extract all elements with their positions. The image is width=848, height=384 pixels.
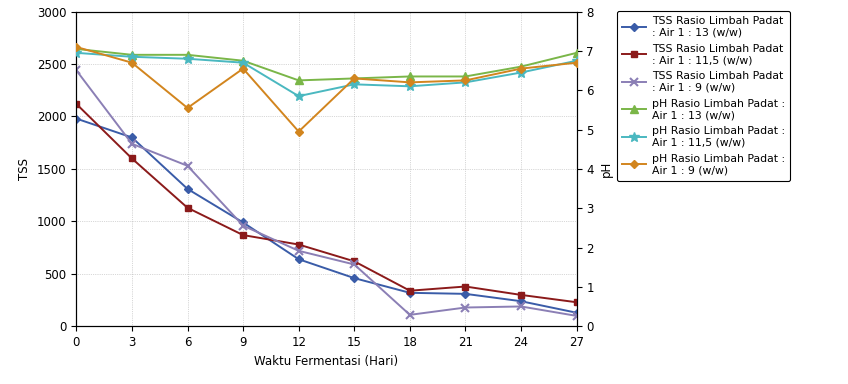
TSS Rasio Limbah Padat
: Air 1 : 11,5 (w/w): (9, 870): Air 1 : 11,5 (w/w): (9, 870): [238, 233, 248, 237]
TSS Rasio Limbah Padat
: Air 1 : 11,5 (w/w): (6, 1.13e+03): Air 1 : 11,5 (w/w): (6, 1.13e+03): [182, 205, 192, 210]
pH Rasio Limbah Padat :
Air 1 : 11,5 (w/w): (12, 5.85): 11,5 (w/w): (12, 5.85): [293, 94, 304, 98]
pH Rasio Limbah Padat :
Air 1 : 9 (w/w): (9, 6.55): 9 (w/w): (9, 6.55): [238, 66, 248, 71]
Line: TSS Rasio Limbah Padat
: Air 1 : 13 (w/w): TSS Rasio Limbah Padat : Air 1 : 13 (w/w…: [73, 116, 580, 316]
TSS Rasio Limbah Padat
: Air 1 : 13 (w/w): (3, 1.8e+03): Air 1 : 13 (w/w): (3, 1.8e+03): [127, 135, 137, 140]
TSS Rasio Limbah Padat
: Air 1 : 9 (w/w): (21, 180): Air 1 : 9 (w/w): (21, 180): [460, 305, 471, 310]
TSS Rasio Limbah Padat
: Air 1 : 9 (w/w): (9, 960): Air 1 : 9 (w/w): (9, 960): [238, 223, 248, 228]
Line: pH Rasio Limbah Padat :
Air 1 : 11,5 (w/w): pH Rasio Limbah Padat : Air 1 : 11,5 (w/…: [71, 48, 582, 101]
pH Rasio Limbah Padat :
Air 1 : 9 (w/w): (0, 7.1): 9 (w/w): (0, 7.1): [71, 45, 81, 49]
TSS Rasio Limbah Padat
: Air 1 : 11,5 (w/w): (27, 230): Air 1 : 11,5 (w/w): (27, 230): [572, 300, 582, 305]
TSS Rasio Limbah Padat
: Air 1 : 11,5 (w/w): (3, 1.6e+03): Air 1 : 11,5 (w/w): (3, 1.6e+03): [127, 156, 137, 161]
pH Rasio Limbah Padat :
Air 1 : 11,5 (w/w): (21, 6.2): 11,5 (w/w): (21, 6.2): [460, 80, 471, 85]
TSS Rasio Limbah Padat
: Air 1 : 13 (w/w): (15, 460): Air 1 : 13 (w/w): (15, 460): [349, 276, 360, 280]
TSS Rasio Limbah Padat
: Air 1 : 9 (w/w): (3, 1.74e+03): Air 1 : 9 (w/w): (3, 1.74e+03): [127, 141, 137, 146]
TSS Rasio Limbah Padat
: Air 1 : 11,5 (w/w): (15, 620): Air 1 : 11,5 (w/w): (15, 620): [349, 259, 360, 264]
pH Rasio Limbah Padat :
Air 1 : 11,5 (w/w): (3, 6.85): 11,5 (w/w): (3, 6.85): [127, 55, 137, 59]
Y-axis label: TSS: TSS: [19, 158, 31, 180]
Line: TSS Rasio Limbah Padat
: Air 1 : 9 (w/w): TSS Rasio Limbah Padat : Air 1 : 9 (w/w): [72, 66, 581, 320]
pH Rasio Limbah Padat :
Air 1 : 11,5 (w/w): (15, 6.15): 11,5 (w/w): (15, 6.15): [349, 82, 360, 87]
Y-axis label: pH: pH: [600, 161, 612, 177]
pH Rasio Limbah Padat :
Air 1 : 13 (w/w): (9, 6.75): 13 (w/w): (9, 6.75): [238, 58, 248, 63]
pH Rasio Limbah Padat :
Air 1 : 11,5 (w/w): (6, 6.8): 11,5 (w/w): (6, 6.8): [182, 56, 192, 61]
TSS Rasio Limbah Padat
: Air 1 : 13 (w/w): (9, 990): Air 1 : 13 (w/w): (9, 990): [238, 220, 248, 225]
pH Rasio Limbah Padat :
Air 1 : 11,5 (w/w): (9, 6.7): 11,5 (w/w): (9, 6.7): [238, 60, 248, 65]
pH Rasio Limbah Padat :
Air 1 : 13 (w/w): (24, 6.6): 13 (w/w): (24, 6.6): [516, 64, 526, 69]
pH Rasio Limbah Padat :
Air 1 : 13 (w/w): (12, 6.25): 13 (w/w): (12, 6.25): [293, 78, 304, 83]
pH Rasio Limbah Padat :
Air 1 : 13 (w/w): (3, 6.9): 13 (w/w): (3, 6.9): [127, 53, 137, 57]
pH Rasio Limbah Padat :
Air 1 : 9 (w/w): (24, 6.55): 9 (w/w): (24, 6.55): [516, 66, 526, 71]
pH Rasio Limbah Padat :
Air 1 : 9 (w/w): (21, 6.25): 9 (w/w): (21, 6.25): [460, 78, 471, 83]
Legend: TSS Rasio Limbah Padat
: Air 1 : 13 (w/w), TSS Rasio Limbah Padat
: Air 1 : 11,5: TSS Rasio Limbah Padat : Air 1 : 13 (w/w…: [617, 11, 790, 181]
TSS Rasio Limbah Padat
: Air 1 : 13 (w/w): (27, 130): Air 1 : 13 (w/w): (27, 130): [572, 310, 582, 315]
pH Rasio Limbah Padat :
Air 1 : 9 (w/w): (6, 5.55): 9 (w/w): (6, 5.55): [182, 106, 192, 110]
TSS Rasio Limbah Padat
: Air 1 : 9 (w/w): (18, 110): Air 1 : 9 (w/w): (18, 110): [404, 313, 415, 317]
TSS Rasio Limbah Padat
: Air 1 : 9 (w/w): (15, 590): Air 1 : 9 (w/w): (15, 590): [349, 262, 360, 267]
pH Rasio Limbah Padat :
Air 1 : 13 (w/w): (21, 6.35): 13 (w/w): (21, 6.35): [460, 74, 471, 79]
pH Rasio Limbah Padat :
Air 1 : 9 (w/w): (18, 6.2): 9 (w/w): (18, 6.2): [404, 80, 415, 85]
X-axis label: Waktu Fermentasi (Hari): Waktu Fermentasi (Hari): [254, 355, 399, 367]
TSS Rasio Limbah Padat
: Air 1 : 13 (w/w): (24, 240): Air 1 : 13 (w/w): (24, 240): [516, 299, 526, 303]
pH Rasio Limbah Padat :
Air 1 : 13 (w/w): (0, 7.05): 13 (w/w): (0, 7.05): [71, 46, 81, 51]
TSS Rasio Limbah Padat
: Air 1 : 9 (w/w): (27, 100): Air 1 : 9 (w/w): (27, 100): [572, 314, 582, 318]
TSS Rasio Limbah Padat
: Air 1 : 13 (w/w): (18, 320): Air 1 : 13 (w/w): (18, 320): [404, 291, 415, 295]
pH Rasio Limbah Padat :
Air 1 : 9 (w/w): (3, 6.7): 9 (w/w): (3, 6.7): [127, 60, 137, 65]
TSS Rasio Limbah Padat
: Air 1 : 13 (w/w): (0, 1.98e+03): Air 1 : 13 (w/w): (0, 1.98e+03): [71, 116, 81, 121]
pH Rasio Limbah Padat :
Air 1 : 9 (w/w): (15, 6.3): 9 (w/w): (15, 6.3): [349, 76, 360, 81]
Line: pH Rasio Limbah Padat :
Air 1 : 9 (w/w): pH Rasio Limbah Padat : Air 1 : 9 (w/w): [73, 44, 580, 135]
TSS Rasio Limbah Padat
: Air 1 : 9 (w/w): (6, 1.53e+03): Air 1 : 9 (w/w): (6, 1.53e+03): [182, 164, 192, 168]
pH Rasio Limbah Padat :
Air 1 : 9 (w/w): (27, 6.7): 9 (w/w): (27, 6.7): [572, 60, 582, 65]
pH Rasio Limbah Padat :
Air 1 : 11,5 (w/w): (18, 6.1): 11,5 (w/w): (18, 6.1): [404, 84, 415, 89]
TSS Rasio Limbah Padat
: Air 1 : 13 (w/w): (6, 1.31e+03): Air 1 : 13 (w/w): (6, 1.31e+03): [182, 187, 192, 191]
pH Rasio Limbah Padat :
Air 1 : 13 (w/w): (27, 6.95): 13 (w/w): (27, 6.95): [572, 51, 582, 55]
pH Rasio Limbah Padat :
Air 1 : 11,5 (w/w): (24, 6.45): 11,5 (w/w): (24, 6.45): [516, 70, 526, 75]
TSS Rasio Limbah Padat
: Air 1 : 11,5 (w/w): (0, 2.12e+03): Air 1 : 11,5 (w/w): (0, 2.12e+03): [71, 102, 81, 106]
pH Rasio Limbah Padat :
Air 1 : 9 (w/w): (12, 4.95): 9 (w/w): (12, 4.95): [293, 129, 304, 134]
TSS Rasio Limbah Padat
: Air 1 : 11,5 (w/w): (18, 340): Air 1 : 11,5 (w/w): (18, 340): [404, 288, 415, 293]
pH Rasio Limbah Padat :
Air 1 : 11,5 (w/w): (0, 6.95): 11,5 (w/w): (0, 6.95): [71, 51, 81, 55]
TSS Rasio Limbah Padat
: Air 1 : 9 (w/w): (0, 2.44e+03): Air 1 : 9 (w/w): (0, 2.44e+03): [71, 68, 81, 73]
pH Rasio Limbah Padat :
Air 1 : 13 (w/w): (15, 6.3): 13 (w/w): (15, 6.3): [349, 76, 360, 81]
Line: pH Rasio Limbah Padat :
Air 1 : 13 (w/w): pH Rasio Limbah Padat : Air 1 : 13 (w/w): [72, 45, 581, 84]
TSS Rasio Limbah Padat
: Air 1 : 13 (w/w): (12, 640): Air 1 : 13 (w/w): (12, 640): [293, 257, 304, 262]
TSS Rasio Limbah Padat
: Air 1 : 11,5 (w/w): (24, 300): Air 1 : 11,5 (w/w): (24, 300): [516, 293, 526, 297]
TSS Rasio Limbah Padat
: Air 1 : 9 (w/w): (12, 720): Air 1 : 9 (w/w): (12, 720): [293, 248, 304, 253]
pH Rasio Limbah Padat :
Air 1 : 13 (w/w): (6, 6.9): 13 (w/w): (6, 6.9): [182, 53, 192, 57]
TSS Rasio Limbah Padat
: Air 1 : 11,5 (w/w): (12, 780): Air 1 : 11,5 (w/w): (12, 780): [293, 242, 304, 247]
pH Rasio Limbah Padat :
Air 1 : 11,5 (w/w): (27, 6.75): 11,5 (w/w): (27, 6.75): [572, 58, 582, 63]
TSS Rasio Limbah Padat
: Air 1 : 13 (w/w): (21, 310): Air 1 : 13 (w/w): (21, 310): [460, 291, 471, 296]
TSS Rasio Limbah Padat
: Air 1 : 9 (w/w): (24, 190): Air 1 : 9 (w/w): (24, 190): [516, 304, 526, 309]
Line: TSS Rasio Limbah Padat
: Air 1 : 11,5 (w/w): TSS Rasio Limbah Padat : Air 1 : 11,5 (w…: [73, 101, 580, 305]
pH Rasio Limbah Padat :
Air 1 : 13 (w/w): (18, 6.35): 13 (w/w): (18, 6.35): [404, 74, 415, 79]
TSS Rasio Limbah Padat
: Air 1 : 11,5 (w/w): (21, 380): Air 1 : 11,5 (w/w): (21, 380): [460, 284, 471, 289]
